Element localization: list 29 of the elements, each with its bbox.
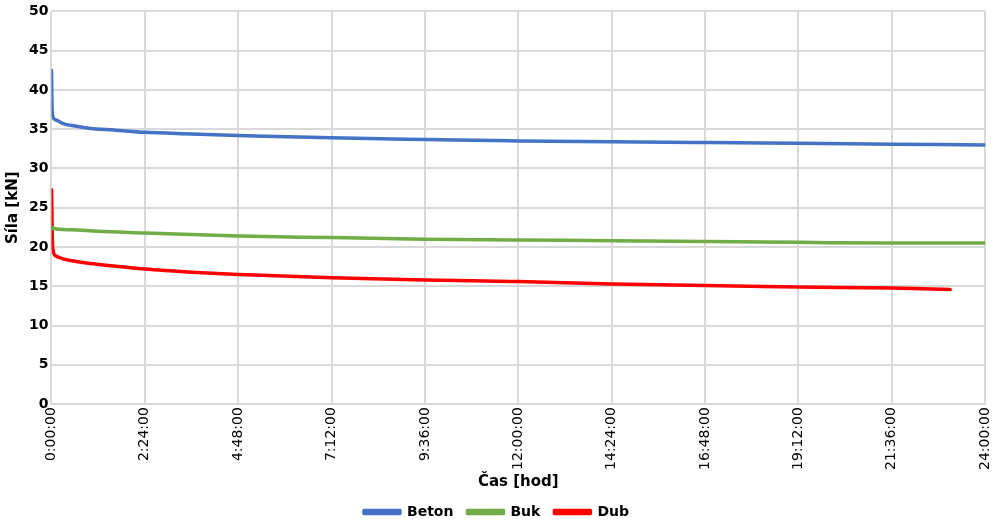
y-tick-label: 50 [29, 2, 49, 19]
y-tick-label: 25 [29, 198, 49, 215]
y-tick-label: 15 [29, 276, 49, 293]
line-series [51, 187, 952, 292]
x-tick-label: 0:00:00 [42, 407, 59, 462]
x-tick-label: 21:36:00 [882, 407, 899, 471]
x-tick-label: 7:12:00 [322, 407, 339, 462]
x-axis-title: Čas [hod] [477, 470, 559, 490]
x-tick-label: 2:24:00 [135, 407, 152, 462]
x-tick-label: 19:12:00 [789, 407, 806, 471]
legend-label: Buk [510, 502, 542, 519]
y-tick-label: 20 [29, 237, 49, 254]
line-series [51, 68, 986, 147]
x-tick-label: 24:00:00 [975, 407, 992, 471]
y-tick-label: 35 [29, 119, 49, 136]
x-tick-label: 9:36:00 [415, 407, 432, 462]
y-tick-label: 10 [29, 316, 49, 333]
legend-label: Beton [407, 502, 454, 519]
y-tick-label: 40 [29, 80, 49, 97]
line-series [51, 225, 986, 245]
y-tick-label: 45 [29, 41, 49, 58]
x-tick-label: 14:24:00 [602, 407, 619, 471]
x-tick-label: 4:48:00 [228, 407, 245, 462]
y-tick-label: 30 [29, 159, 49, 176]
y-tick-label: 5 [38, 355, 49, 372]
y-axis-title: Síla [kN] [2, 171, 21, 245]
x-tick-label: 12:00:00 [508, 407, 525, 471]
x-tick-label: 16:48:00 [695, 407, 712, 471]
legend-label: Dub [597, 502, 629, 519]
